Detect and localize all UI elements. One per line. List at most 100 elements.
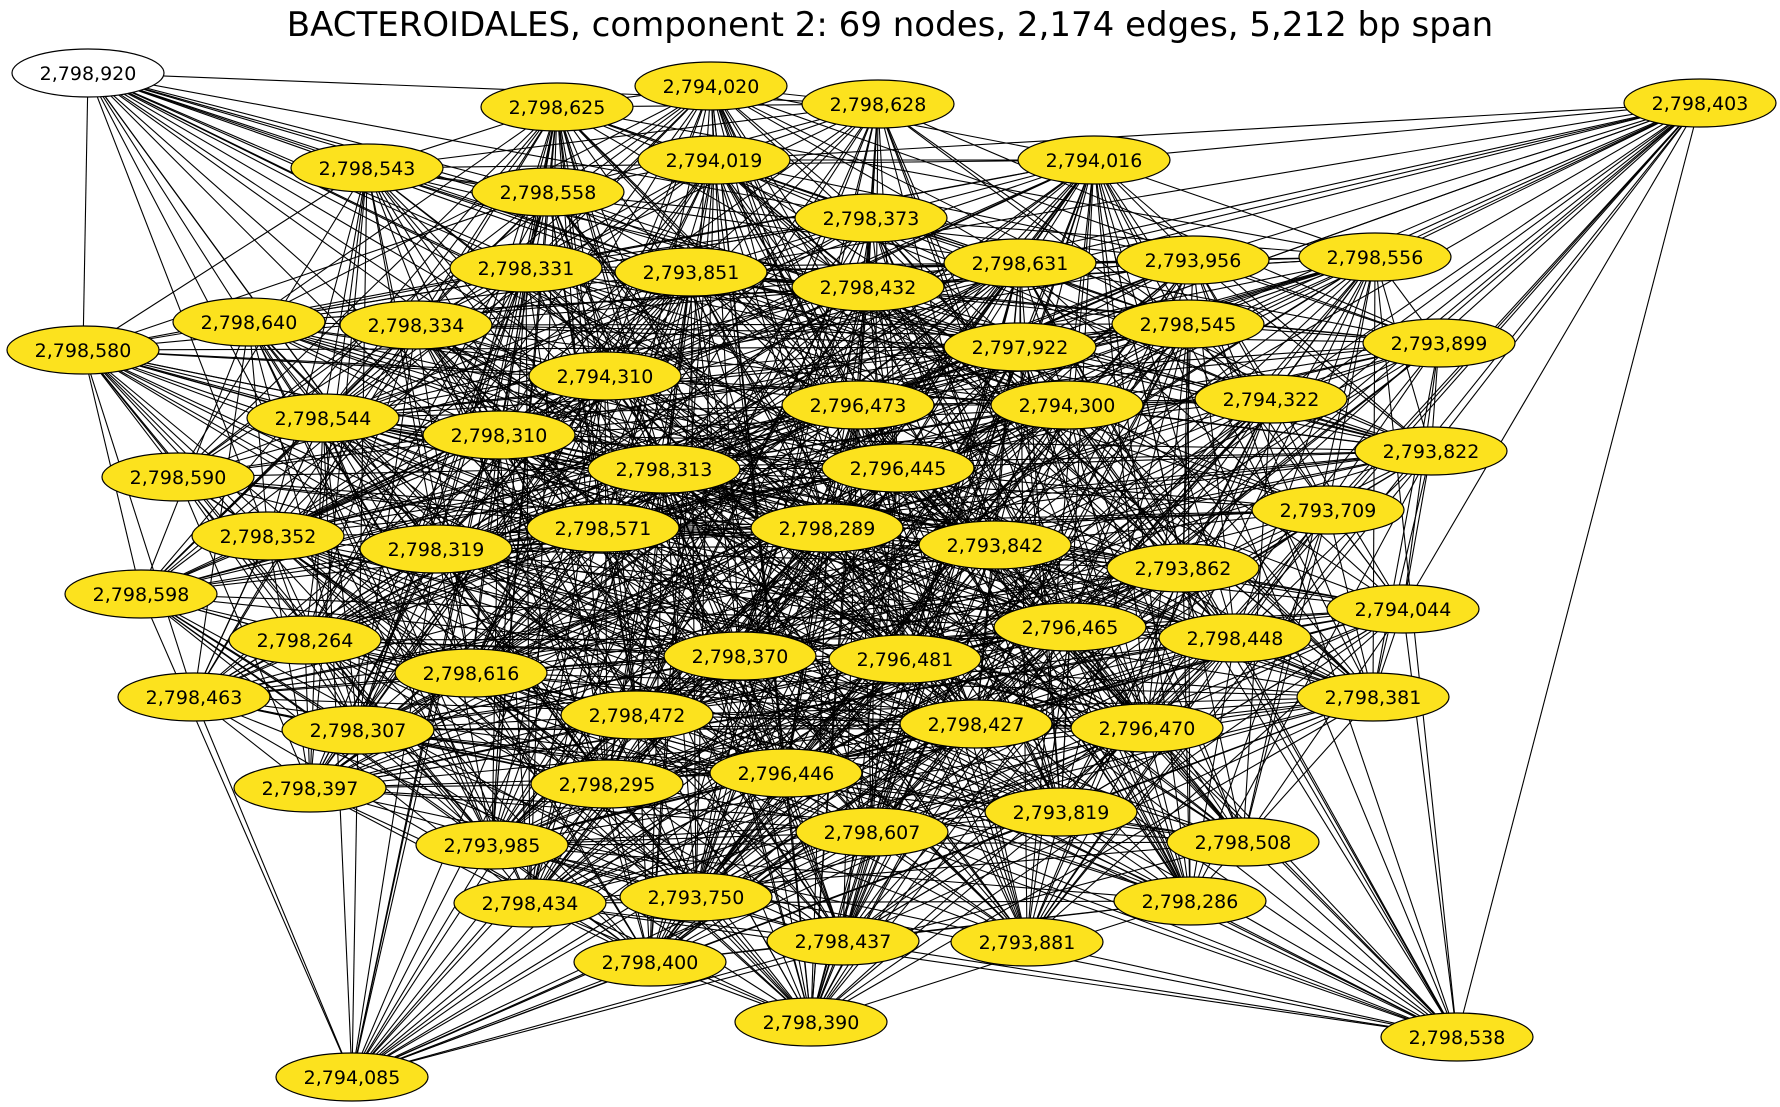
node-ellipse[interactable]	[530, 759, 684, 809]
node-ellipse[interactable]	[191, 511, 345, 561]
node-ellipse[interactable]	[101, 452, 255, 502]
graph-node[interactable]: 2,796,481	[828, 634, 982, 684]
node-ellipse[interactable]	[943, 238, 1097, 288]
graph-node[interactable]: 2,798,331	[449, 243, 603, 293]
graph-node[interactable]: 2,798,628	[801, 79, 955, 129]
node-ellipse[interactable]	[290, 143, 444, 193]
graph-node[interactable]: 2,796,465	[993, 602, 1147, 652]
node-ellipse[interactable]	[117, 672, 271, 722]
graph-node[interactable]: 2,798,370	[663, 631, 817, 681]
node-ellipse[interactable]	[950, 917, 1104, 967]
graph-node[interactable]: 2,793,851	[614, 247, 768, 297]
graph-node[interactable]: 2,798,580	[6, 325, 160, 375]
node-ellipse[interactable]	[791, 262, 945, 312]
node-ellipse[interactable]	[1354, 426, 1508, 476]
node-ellipse[interactable]	[637, 135, 791, 185]
node-ellipse[interactable]	[339, 300, 493, 350]
graph-node[interactable]: 2,798,920	[11, 48, 165, 98]
node-ellipse[interactable]	[275, 1052, 429, 1102]
graph-node[interactable]: 2,798,352	[191, 511, 345, 561]
graph-node[interactable]: 2,794,310	[528, 351, 682, 401]
node-ellipse[interactable]	[449, 243, 603, 293]
graph-node[interactable]: 2,798,598	[64, 569, 218, 619]
node-ellipse[interactable]	[1158, 613, 1312, 663]
node-ellipse[interactable]	[663, 631, 817, 681]
graph-node[interactable]: 2,798,463	[117, 672, 271, 722]
node-ellipse[interactable]	[1111, 299, 1265, 349]
graph-node[interactable]: 2,798,558	[471, 167, 625, 217]
graph-node[interactable]: 2,798,307	[281, 705, 435, 755]
node-ellipse[interactable]	[794, 193, 948, 243]
graph-node[interactable]: 2,798,616	[394, 648, 548, 698]
node-ellipse[interactable]	[1113, 876, 1267, 926]
node-ellipse[interactable]	[228, 615, 382, 665]
graph-node[interactable]: 2,797,922	[943, 322, 1097, 372]
node-ellipse[interactable]	[560, 690, 714, 740]
node-ellipse[interactable]	[172, 297, 326, 347]
node-ellipse[interactable]	[993, 602, 1147, 652]
graph-node[interactable]: 2,798,508	[1166, 817, 1320, 867]
node-ellipse[interactable]	[1623, 78, 1777, 128]
node-ellipse[interactable]	[1298, 232, 1452, 282]
graph-node[interactable]: 2,793,822	[1354, 426, 1508, 476]
node-ellipse[interactable]	[1017, 135, 1171, 185]
graph-node[interactable]: 2,798,427	[899, 699, 1053, 749]
graph-node[interactable]: 2,798,373	[794, 193, 948, 243]
graph-node[interactable]: 2,798,264	[228, 615, 382, 665]
node-ellipse[interactable]	[480, 82, 634, 132]
node-ellipse[interactable]	[1106, 543, 1260, 593]
graph-node[interactable]: 2,798,390	[734, 997, 888, 1047]
graph-node[interactable]: 2,793,956	[1116, 235, 1270, 285]
node-ellipse[interactable]	[821, 443, 975, 493]
node-ellipse[interactable]	[415, 820, 569, 870]
node-ellipse[interactable]	[1194, 374, 1348, 424]
graph-node[interactable]: 2,793,862	[1106, 543, 1260, 593]
node-ellipse[interactable]	[64, 569, 218, 619]
node-ellipse[interactable]	[11, 48, 165, 98]
node-ellipse[interactable]	[614, 247, 768, 297]
graph-node[interactable]: 2,798,571	[526, 503, 680, 553]
node-ellipse[interactable]	[709, 748, 863, 798]
graph-node[interactable]: 2,793,819	[984, 787, 1138, 837]
node-ellipse[interactable]	[246, 393, 400, 443]
graph-node[interactable]: 2,793,899	[1362, 318, 1516, 368]
graph-node[interactable]: 2,793,842	[918, 520, 1072, 570]
graph-node[interactable]: 2,798,381	[1296, 672, 1450, 722]
node-ellipse[interactable]	[1116, 235, 1270, 285]
node-ellipse[interactable]	[801, 79, 955, 129]
node-ellipse[interactable]	[734, 997, 888, 1047]
graph-node[interactable]: 2,798,556	[1298, 232, 1452, 282]
graph-node[interactable]: 2,798,319	[359, 524, 513, 574]
node-ellipse[interactable]	[422, 410, 576, 460]
node-ellipse[interactable]	[1380, 1012, 1534, 1062]
graph-node[interactable]: 2,798,434	[453, 878, 607, 928]
node-ellipse[interactable]	[943, 322, 1097, 372]
node-ellipse[interactable]	[781, 380, 935, 430]
node-ellipse[interactable]	[795, 807, 949, 857]
node-ellipse[interactable]	[6, 325, 160, 375]
node-ellipse[interactable]	[471, 167, 625, 217]
graph-node[interactable]: 2,798,432	[791, 262, 945, 312]
graph-node[interactable]: 2,798,334	[339, 300, 493, 350]
graph-node[interactable]: 2,798,448	[1158, 613, 1312, 663]
graph-node[interactable]: 2,796,445	[821, 443, 975, 493]
node-ellipse[interactable]	[990, 380, 1144, 430]
node-ellipse[interactable]	[359, 524, 513, 574]
graph-node[interactable]: 2,794,020	[634, 61, 788, 111]
graph-node[interactable]: 2,794,085	[275, 1052, 429, 1102]
node-ellipse[interactable]	[619, 872, 773, 922]
graph-node[interactable]: 2,798,472	[560, 690, 714, 740]
node-ellipse[interactable]	[750, 503, 904, 553]
graph-node[interactable]: 2,798,397	[233, 763, 387, 813]
graph-node[interactable]: 2,793,750	[619, 872, 773, 922]
graph-node[interactable]: 2,794,019	[637, 135, 791, 185]
node-ellipse[interactable]	[1166, 817, 1320, 867]
graph-node[interactable]: 2,798,400	[573, 937, 727, 987]
graph-node[interactable]: 2,793,709	[1251, 485, 1405, 535]
graph-node[interactable]: 2,798,313	[587, 444, 741, 494]
graph-node[interactable]: 2,794,044	[1326, 584, 1480, 634]
node-ellipse[interactable]	[828, 634, 982, 684]
node-ellipse[interactable]	[281, 705, 435, 755]
node-ellipse[interactable]	[394, 648, 548, 698]
node-ellipse[interactable]	[899, 699, 1053, 749]
